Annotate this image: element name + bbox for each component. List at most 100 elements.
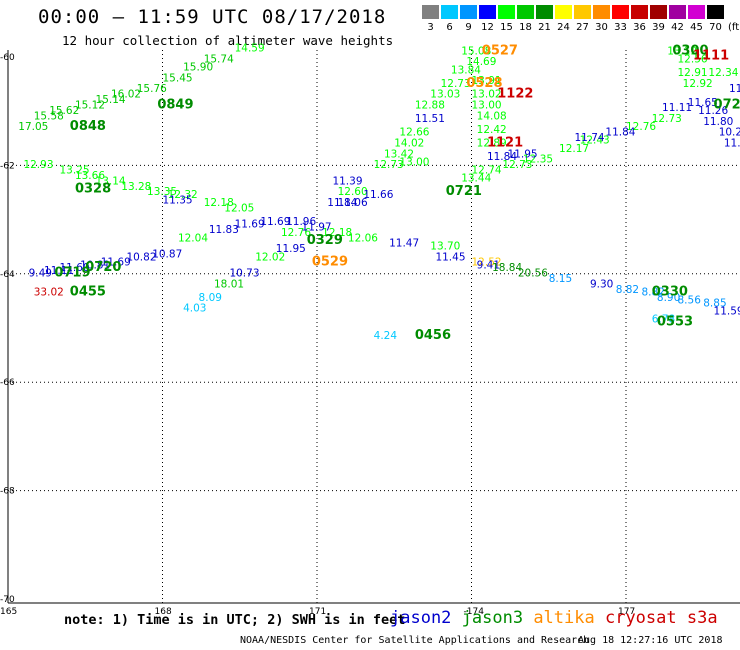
wave-height-value: 11.26 <box>698 105 728 117</box>
wave-height-value: 11.95 <box>508 148 538 160</box>
legend-swatch <box>536 5 553 19</box>
wave-height-value: 11.74 <box>575 132 605 144</box>
lat-tick-label: -68 <box>0 487 15 497</box>
track-time-label: 0721 <box>446 184 482 199</box>
wave-height-value: 11.06 <box>338 197 368 209</box>
map-title: 00:00 – 11:59 UTC 08/17/2018 <box>38 6 387 28</box>
wave-height-value: 9.30 <box>590 278 613 290</box>
legend-swatch <box>422 5 439 19</box>
wave-height-value: 12.73 <box>374 159 404 171</box>
track-time-label: 0455 <box>70 284 106 299</box>
wave-height-value: 12.66 <box>399 127 429 139</box>
wave-height-value: 12.89 <box>477 137 507 149</box>
wave-height-value: 20.56 <box>518 268 548 280</box>
wave-height-value: 13.12 <box>667 45 697 57</box>
footer-credit: NOAA/NESDIS Center for Satellite Applica… <box>240 635 590 646</box>
legend-swatch <box>574 5 591 19</box>
wave-height-value: 13.03 <box>430 89 460 101</box>
wave-height-value: 18.01 <box>214 278 244 290</box>
track-time-label: 0330 <box>652 284 688 299</box>
track-time-label: 0527 <box>482 43 518 58</box>
wave-height-value: 11.69 <box>101 257 131 269</box>
wave-height-value: 13.44 <box>461 173 491 185</box>
wave-height-value: 11.11 <box>662 102 692 114</box>
wave-height-value: 13.02 <box>472 89 502 101</box>
wave-height-value: 14.59 <box>235 43 265 55</box>
wave-height-points: 17.0515.5815.6215.1215.1416.0215.7615.45… <box>18 43 740 342</box>
wave-height-value: 15.62 <box>49 105 79 117</box>
lon-tick-label: 177 <box>618 607 635 617</box>
wave-height-value: 12.73 <box>652 113 682 125</box>
wave-height-value: 11.11 <box>44 265 74 277</box>
wave-height-value: 8.90 <box>657 292 680 304</box>
lon-tick-label: 168 <box>155 607 172 617</box>
wave-height-value: 13.00 <box>472 99 502 111</box>
legend-label: 39 <box>652 22 665 33</box>
track-time-label: 0719 <box>54 266 90 281</box>
track-time-label: 0300 <box>672 43 708 58</box>
track-time-label: 0528 <box>466 76 502 91</box>
wave-height-value: 12.93 <box>23 159 53 171</box>
wave-height-value: 17.05 <box>18 121 48 133</box>
track-time-label: 0722 <box>714 97 740 112</box>
wave-height-value: 12.73 <box>441 78 471 90</box>
wave-height-value: 12.17 <box>559 143 589 155</box>
legend-label: 27 <box>576 22 589 33</box>
wave-height-value: 11.84 <box>327 197 357 209</box>
wave-height-value: 11.51 <box>415 113 445 125</box>
wave-height-value: 15.45 <box>163 72 193 84</box>
track-time-label: 0848 <box>70 119 106 134</box>
wave-height-value: 8.82 <box>616 284 639 296</box>
legend-swatch <box>555 5 572 19</box>
wave-height-value: 4.03 <box>183 303 206 315</box>
footer-note: note: 1) Time is in UTC; 2) SWH is in fe… <box>64 612 406 628</box>
track-time-label: 0328 <box>75 182 111 197</box>
legend-swatch <box>688 5 705 19</box>
wave-height-value: 13.70 <box>430 240 460 252</box>
wave-height-value: 8.85 <box>703 297 726 309</box>
wave-height-value: 15.74 <box>204 53 234 65</box>
wave-height-value: 9.41 <box>477 259 500 271</box>
wave-height-value: 11.14 <box>724 137 740 149</box>
satellite-name: cryosat <box>604 608 687 628</box>
legend-label: 18 <box>519 22 532 33</box>
axis-labels: 165 168 171 -174 177 -60 -62 -64 -66 -68 -70 <box>0 53 635 617</box>
track-time-label: 1111 <box>693 49 729 64</box>
legend-label: 36 <box>633 22 646 33</box>
wave-height-value: 18.84 <box>492 262 522 274</box>
legend-label: 6 <box>446 22 453 33</box>
track-time-label: 0849 <box>157 97 193 112</box>
lat-tick-label: -64 <box>0 270 15 280</box>
wave-height-value: 9.49 <box>29 268 52 280</box>
legend-label: 30 <box>595 22 608 33</box>
track-time-label: 0456 <box>415 328 451 343</box>
satellite-key: jason2 jason3 altika cryosat s3a <box>390 608 718 628</box>
wave-height-value: 12.74 <box>472 165 502 177</box>
wave-height-value: 12.18 <box>322 227 352 239</box>
wave-height-value: 10.73 <box>229 268 259 280</box>
wave-height-value: 13.28 <box>121 181 151 193</box>
wave-height-value: 13.25 <box>60 165 90 177</box>
legend-swatch <box>707 5 724 19</box>
wave-height-value: 11.47 <box>389 238 419 250</box>
lon-tick-label: 171 <box>309 607 326 617</box>
wave-height-value: 11.84 <box>605 127 635 139</box>
lon-tick-label: -174 <box>464 607 485 617</box>
wave-height-value: 11.65 <box>688 97 718 109</box>
wave-height-value: 11.47 <box>729 83 740 95</box>
wave-height-value: 6.78 <box>652 314 675 326</box>
satellite-name: altika <box>533 608 605 628</box>
track-time-label: 0329 <box>307 233 343 248</box>
wave-height-value: 16.02 <box>111 89 141 101</box>
wave-height-value: 12.76 <box>281 227 311 239</box>
track-time-label: 0529 <box>312 255 348 270</box>
wave-height-value: 12.56 <box>678 53 708 65</box>
legend-label: 45 <box>690 22 703 33</box>
wave-height-value: 11.66 <box>363 189 393 201</box>
wave-height-value: 11.39 <box>332 175 362 187</box>
legend-label: 33 <box>614 22 627 33</box>
legend-label: 42 <box>671 22 684 33</box>
track-time-label: 0720 <box>85 260 121 275</box>
